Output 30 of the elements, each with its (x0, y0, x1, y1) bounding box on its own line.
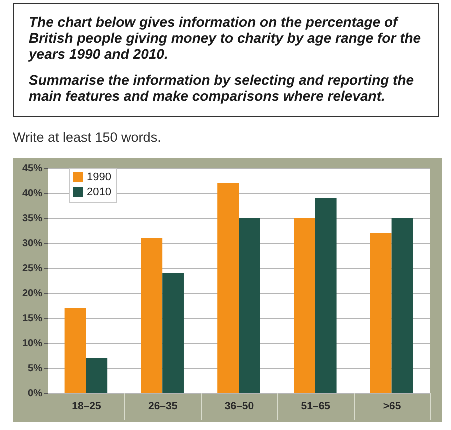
y-tick-label: 0% (28, 388, 43, 400)
x-tick-label: 26–35 (148, 400, 178, 412)
y-tick-label: 20% (22, 288, 43, 300)
x-tick-label: 36–50 (224, 400, 254, 412)
bar (392, 218, 414, 393)
text: Write at least 150 words. (13, 130, 162, 145)
bar (162, 273, 184, 393)
bar (315, 198, 337, 393)
y-tick-label: 40% (22, 188, 43, 200)
y-tick-label: 30% (22, 238, 43, 250)
bar (141, 238, 163, 393)
y-tick-label: 35% (22, 214, 43, 224)
bar (294, 218, 316, 393)
bar (86, 358, 108, 393)
y-tick-label: 15% (22, 314, 43, 324)
y-tick-label: 45% (22, 164, 43, 174)
legend-label: 1990 (87, 172, 112, 184)
bar (370, 233, 392, 393)
y-tick-label: 5% (28, 364, 43, 374)
x-tick-label: >65 (383, 400, 402, 412)
bar (64, 308, 86, 393)
chart-subtitle: Summarise the information by selecting and reporting the main features and make comparisons where relevant. (29, 72, 416, 104)
legend-label: 2010 (87, 186, 112, 198)
y-tick-label: 10% (22, 338, 43, 350)
chart-title: The chart below gives information on the percentage of British people giving money to charity by age range for the years 1990 and 2010. (29, 14, 422, 62)
bar (218, 183, 239, 393)
bar (239, 218, 260, 393)
x-tick-label: 18–25 (72, 400, 102, 412)
x-tick-label: 51–65 (301, 400, 331, 412)
y-tick-label: 25% (22, 264, 43, 274)
